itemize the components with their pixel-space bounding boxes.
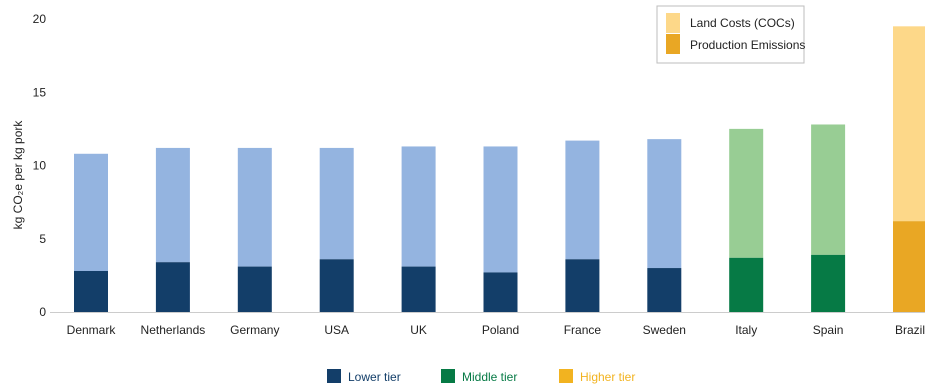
x-tick-label-france: France	[564, 323, 602, 337]
x-tick-label-spain: Spain	[813, 323, 844, 337]
x-tick-label-netherlands: Netherlands	[141, 323, 206, 337]
tier-legend-label-higher-tier: Higher tier	[580, 370, 635, 384]
bar-land-costs-sweden	[647, 139, 682, 269]
x-tick-label-denmark: Denmark	[67, 323, 117, 337]
bar-production-emissions-italy	[729, 257, 764, 312]
bar-land-costs-brazil	[893, 26, 925, 222]
bar-land-costs-spain	[811, 124, 846, 255]
x-tick-label-italy: Italy	[735, 323, 757, 337]
legend-label-production-emissions: Production Emissions	[690, 38, 805, 52]
bar-land-costs-france	[565, 140, 600, 260]
bar-land-costs-usa	[319, 147, 354, 260]
y-axis-label: kg CO₂e per kg pork	[11, 120, 25, 230]
x-tick-label-brazil: Brazil	[895, 323, 925, 337]
bar-land-costs-denmark	[74, 153, 108, 271]
bar-production-emissions-spain	[811, 254, 846, 312]
y-tick-label: 10	[33, 159, 47, 173]
y-tick-label: 20	[33, 12, 47, 26]
x-axis-category-labels: Denmark Netherlands Germany USA UK Poland Fran…	[67, 323, 925, 337]
legend-swatch-production-emissions	[666, 34, 680, 54]
tier-legend-swatch-lower-tier	[327, 369, 341, 383]
tier-legend-label-lower-tier: Lower tier	[348, 370, 401, 384]
y-tick-label: 15	[33, 85, 47, 99]
x-tick-label-usa: USA	[324, 323, 349, 337]
x-tick-label-uk: UK	[410, 323, 427, 337]
bar-land-costs-italy	[729, 128, 764, 258]
legend-swatch-land-costs	[666, 13, 680, 33]
bar-production-emissions-germany	[237, 266, 272, 312]
bar-production-emissions-netherlands	[155, 262, 190, 312]
bars	[74, 26, 925, 312]
tier-legend-swatch-higher-tier	[559, 369, 573, 383]
bar-production-emissions-brazil	[893, 221, 925, 312]
tier-legend: Lower tier Middle tier Higher tier	[327, 369, 635, 384]
bar-production-emissions-poland	[483, 272, 518, 312]
x-tick-label-sweden: Sweden	[643, 323, 686, 337]
tier-legend-swatch-middle-tier	[441, 369, 455, 383]
tier-legend-label-middle-tier: Middle tier	[462, 370, 517, 384]
bar-land-costs-netherlands	[155, 147, 190, 263]
bar-production-emissions-sweden	[647, 268, 682, 312]
legend-frame	[656, 5, 805, 64]
bar-land-costs-uk	[401, 146, 436, 267]
y-axis: 0 5 10 15 20	[33, 12, 47, 319]
y-tick-label: 5	[39, 232, 46, 246]
bar-production-emissions-denmark	[74, 270, 108, 312]
x-tick-label-poland: Poland	[482, 323, 519, 337]
bar-production-emissions-france	[565, 259, 600, 312]
x-tick-label-germany: Germany	[230, 323, 279, 337]
legend-label-land-costs: Land Costs (COCs)	[690, 16, 795, 30]
bar-production-emissions-usa	[319, 259, 354, 312]
legend: Land Costs (COCs) Production Emissions	[656, 5, 805, 64]
bar-production-emissions-uk	[401, 266, 436, 312]
y-tick-label: 0	[39, 305, 46, 319]
bar-land-costs-poland	[483, 146, 518, 273]
bar-land-costs-germany	[237, 147, 272, 267]
